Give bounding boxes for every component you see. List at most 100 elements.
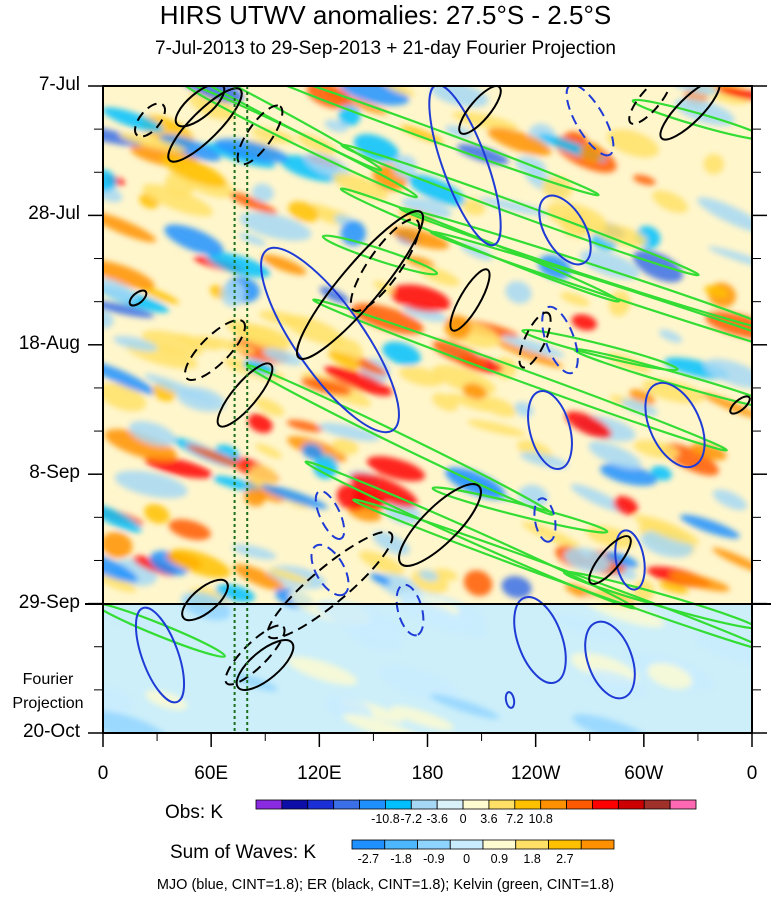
anomaly-blob [642, 379, 705, 404]
er-contour [729, 395, 751, 415]
x-tick-label: 120W [510, 763, 561, 784]
kelvin-contour [321, 234, 439, 276]
anomaly-blob [340, 86, 410, 106]
anomaly-blob [351, 303, 424, 335]
anomaly-blob [634, 515, 700, 545]
anomaly-blob [487, 127, 552, 156]
kelvin-contour [103, 602, 227, 658]
anomaly-blob [280, 155, 343, 182]
anomaly-blob [248, 413, 273, 433]
mjo-contour [614, 529, 646, 591]
projection-blob [398, 598, 459, 626]
er-contour [216, 362, 274, 428]
anomaly-blob [301, 377, 352, 396]
anomaly-blob [164, 224, 224, 256]
er-contour [236, 104, 284, 166]
colorbar-tick-label: -2.7 [357, 852, 380, 866]
er-contour [235, 639, 295, 691]
anomaly-blob [650, 465, 672, 481]
anomaly-blob [239, 212, 312, 241]
er-contour [449, 268, 491, 332]
anomaly-blob [359, 550, 405, 575]
anomaly-blob [579, 250, 640, 280]
anomaly-blob [296, 133, 337, 155]
er-contour [518, 311, 552, 369]
anomaly-blob [221, 281, 245, 307]
er-contour [184, 319, 246, 381]
projection-blob [572, 714, 652, 733]
kelvin-contour [431, 486, 609, 534]
mjo-contour [584, 620, 636, 700]
mjo-contour [428, 86, 502, 247]
projection-blob [379, 665, 460, 702]
anomaly-blob [447, 393, 493, 412]
colorbar-swatch [384, 839, 418, 850]
kelvin-contour [103, 86, 383, 172]
anomaly-blob [324, 366, 393, 396]
projection-blob [103, 609, 168, 634]
anomaly-blob [168, 519, 211, 541]
anomaly-blob [704, 358, 752, 388]
anomaly-blob [456, 144, 509, 165]
colorbar-tick-label: -3.6 [426, 812, 448, 826]
waves-colorbar-title: Sum of Waves: K [170, 842, 317, 863]
anomaly-blob [114, 470, 188, 499]
anomaly-blob [176, 386, 226, 412]
anomaly-blob [703, 154, 724, 175]
anomaly-blob [716, 86, 752, 102]
anomaly-blob [168, 548, 231, 578]
projection-blob [181, 592, 231, 621]
anomaly-blob [658, 329, 683, 343]
mjo-contour [538, 194, 592, 266]
anomaly-blob [103, 504, 142, 533]
er-contour [174, 86, 226, 128]
anomaly-blob [632, 174, 656, 186]
er-contour [266, 530, 394, 640]
anomaly-blob [659, 581, 689, 594]
kelvin-contour [246, 364, 554, 516]
anomaly-blob [283, 315, 345, 346]
anomaly-blob [103, 278, 137, 302]
anomaly-blob [467, 419, 526, 437]
y-tick-label: 20-Oct [22, 721, 80, 742]
x-tick-label: 180 [411, 763, 444, 784]
x-tick-label: 60E [194, 763, 229, 784]
anomaly-blob [260, 484, 328, 509]
er-contour [398, 483, 482, 567]
mjo-contour [314, 490, 346, 540]
anomaly-blob [113, 335, 158, 352]
obs-colorbar-title: Obs: K [165, 802, 224, 823]
anomaly-blob [302, 443, 323, 460]
anomaly-blob [680, 514, 740, 539]
anomaly-blob [560, 292, 590, 307]
anomaly-blob [231, 544, 277, 560]
anomaly-blob [103, 180, 123, 203]
anomaly-blob [390, 284, 451, 313]
colorbar-swatch [643, 799, 671, 810]
x-tick-label: 120E [297, 763, 342, 784]
mjo-contour [134, 606, 186, 704]
kelvin-contour [429, 230, 752, 370]
legend-caption: MJO (blue, CINT=1.8); ER (black, CINT=1.… [156, 877, 615, 893]
projection-blob [103, 688, 133, 713]
anomaly-blob [501, 576, 532, 599]
colorbar-swatch [385, 799, 412, 810]
anomaly-blob [214, 138, 288, 163]
anomaly-blob [418, 266, 460, 287]
anomaly-blob [452, 111, 519, 131]
colorbar-swatch [307, 799, 335, 810]
er-contour [588, 535, 632, 585]
projection-blob [325, 695, 373, 722]
mjo-contour [533, 497, 557, 543]
mjo-contour [527, 390, 573, 470]
anomaly-blob [620, 398, 658, 416]
anomaly-blob [463, 570, 493, 596]
kelvin-contour [340, 143, 700, 277]
anomaly-blob [518, 484, 549, 508]
anomaly-blob [103, 211, 157, 243]
anomaly-blob [633, 439, 680, 459]
colorbar-tick-label: -7.2 [400, 812, 423, 826]
anomaly-blob [418, 569, 439, 582]
anomaly-blob [243, 488, 266, 507]
anomaly-blob [353, 133, 400, 163]
